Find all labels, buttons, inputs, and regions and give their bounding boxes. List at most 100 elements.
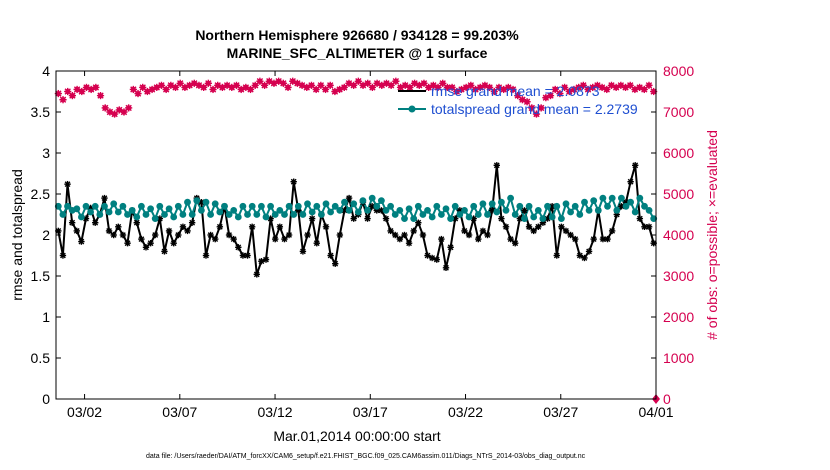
rmse-point <box>290 178 297 185</box>
spread-point <box>327 208 334 216</box>
rmse-point <box>258 258 265 265</box>
rmse-point <box>419 231 427 239</box>
spread-point <box>142 211 150 218</box>
spread-point <box>114 208 122 216</box>
spread-point <box>516 202 524 210</box>
spread-point <box>308 208 316 216</box>
spread-point <box>285 202 293 210</box>
rmse-point <box>636 215 644 222</box>
y2-tick-label: 1000 <box>663 350 694 366</box>
rmse-point <box>521 207 528 214</box>
spread-point <box>567 208 574 216</box>
rmse-point <box>110 231 117 239</box>
spread-point <box>350 200 358 208</box>
spread-point <box>336 207 344 214</box>
rmse-point <box>535 223 542 230</box>
spread-point <box>525 202 533 210</box>
rmse-point <box>484 231 491 239</box>
spread-point <box>73 205 81 213</box>
spread-point <box>253 211 261 218</box>
rmse-point <box>512 240 519 247</box>
obs-possible-point <box>140 84 146 91</box>
rmse-point <box>525 223 533 230</box>
spread-point <box>558 215 565 223</box>
spread-point <box>299 211 307 218</box>
rmse-point <box>101 194 108 202</box>
spread-point <box>174 202 182 210</box>
obs-possible-point <box>627 82 633 88</box>
obs-possible-point <box>280 80 286 86</box>
spread-point <box>248 202 256 210</box>
obs-possible-point <box>285 84 291 91</box>
rmse-point <box>553 252 560 259</box>
spread-point <box>548 213 556 221</box>
y-tick-label: 2.5 <box>31 186 51 202</box>
obs-possible-point <box>369 84 375 91</box>
y-tick-label: 3 <box>42 145 50 161</box>
plot-markers <box>54 77 660 404</box>
rmse-point <box>507 235 514 243</box>
obs-possible-point <box>308 82 315 88</box>
spread-point <box>387 202 394 210</box>
rmse-point <box>396 235 404 243</box>
spread-point <box>364 207 371 214</box>
spread-point <box>534 207 542 214</box>
rmse-point <box>424 252 431 259</box>
obs-possible-point <box>60 97 66 103</box>
spread-point <box>424 207 431 214</box>
rmse-point <box>285 231 293 239</box>
rmse-point <box>493 162 500 169</box>
rmse-point <box>115 223 122 230</box>
spread-point <box>359 197 367 205</box>
spread-point <box>234 213 242 221</box>
y-tick-label: 4 <box>42 63 50 79</box>
x-axis: 03/02 03/07 03/12 03/17 03/22 03/27 04/01 <box>67 71 674 420</box>
obs-possible-point <box>552 86 558 93</box>
obs-possible-point <box>327 82 333 88</box>
rmse-point <box>650 240 657 247</box>
rmse-point <box>179 223 187 230</box>
spread-point <box>553 202 561 210</box>
spread-point <box>571 202 579 210</box>
obs-possible-point <box>205 80 211 86</box>
rmse-point <box>64 180 71 188</box>
spread-point <box>521 215 528 223</box>
rmse-point <box>530 227 537 235</box>
spread-point <box>502 207 510 214</box>
chart-title-line1: Northern Hemisphere 926680 / 934128 = 99… <box>195 27 519 43</box>
rmse-point <box>161 248 168 255</box>
rmse-point <box>170 240 177 247</box>
rmse-point <box>498 215 505 222</box>
obs-possible-point <box>561 84 568 91</box>
obs-possible-point <box>261 82 268 88</box>
data-file-footer: data file: /Users/raeder/DAI/ATM_forcXX/… <box>146 453 586 460</box>
y-tick-label: 1.5 <box>31 268 51 284</box>
rmse-point <box>572 235 579 243</box>
y2-tick-label: 4000 <box>663 227 694 243</box>
obs-possible-point <box>69 93 76 99</box>
spread-point <box>294 202 302 210</box>
spread-point <box>87 208 94 216</box>
spread-point <box>244 211 251 218</box>
rmse-point <box>618 203 625 210</box>
obs-possible-point <box>341 84 347 91</box>
spread-point <box>331 202 339 210</box>
rmse-point <box>248 223 256 230</box>
spread-point <box>258 202 265 210</box>
plot-frame <box>55 70 657 400</box>
legend: rmse grand mean = 2.0873 totalspread gra… <box>398 83 638 117</box>
rmse-point <box>336 231 344 239</box>
spread-point <box>262 213 270 221</box>
spread-point <box>91 202 99 210</box>
rmse-point <box>202 252 210 259</box>
spread-point <box>410 215 418 223</box>
spread-point <box>461 207 468 214</box>
spread-point <box>64 202 71 210</box>
obs-possible-point <box>435 84 441 91</box>
spread-point <box>290 211 298 218</box>
rmse-point <box>327 252 334 259</box>
spread-point <box>179 211 187 218</box>
spread-point <box>438 211 445 218</box>
spread-point <box>456 211 464 218</box>
rmse-point <box>516 215 524 222</box>
